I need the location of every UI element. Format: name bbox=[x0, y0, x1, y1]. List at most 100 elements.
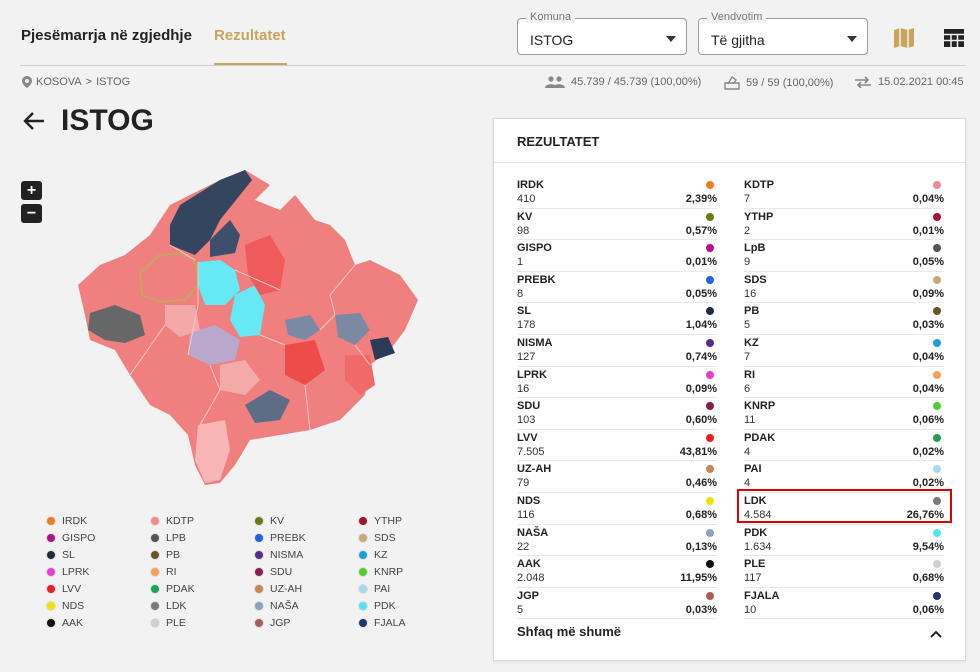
tab-results[interactable]: Rezultatet bbox=[214, 27, 286, 44]
legend-item[interactable]: PAI bbox=[358, 582, 446, 595]
legend-item[interactable]: LPRK bbox=[46, 565, 150, 578]
map-region-southeast[interactable] bbox=[245, 390, 290, 423]
legend-item[interactable]: IRDK bbox=[46, 514, 150, 527]
legend-item[interactable]: FJALA bbox=[358, 616, 446, 629]
map-region-south-light[interactable] bbox=[195, 420, 230, 483]
result-row[interactable]: JGP 5 0,03% bbox=[517, 588, 717, 620]
legend-item[interactable]: PREBK bbox=[254, 531, 358, 544]
legend-item[interactable]: SDU bbox=[254, 565, 358, 578]
show-more-button[interactable]: Shfaq më shumë bbox=[517, 624, 622, 639]
legend-dot bbox=[254, 566, 264, 577]
result-row[interactable]: LVV 7.505 43,81% bbox=[517, 430, 717, 462]
map-region-north-2[interactable] bbox=[210, 220, 240, 257]
komuna-select[interactable]: Komuna ISTOG bbox=[517, 11, 687, 55]
legend-item[interactable]: GISPO bbox=[46, 531, 150, 544]
legend-item[interactable]: NISMA bbox=[254, 548, 358, 561]
legend-item[interactable]: JGP bbox=[254, 616, 358, 629]
legend-item[interactable]: NAŠA bbox=[254, 599, 358, 612]
result-row[interactable]: FJALA 10 0,06% bbox=[744, 588, 944, 620]
map-region-red-3[interactable] bbox=[345, 355, 375, 395]
zoom-in-button[interactable]: + bbox=[21, 181, 42, 200]
result-row[interactable]: KNRP 11 0,06% bbox=[744, 398, 944, 430]
collapse-button[interactable] bbox=[929, 626, 943, 644]
result-row[interactable]: GISPO 1 0,01% bbox=[517, 240, 717, 272]
result-row[interactable]: NDS 116 0,68% bbox=[517, 493, 717, 525]
result-row[interactable]: AAK 2.048 11,95% bbox=[517, 556, 717, 588]
result-row[interactable]: KV 98 0,57% bbox=[517, 209, 717, 241]
legend-item[interactable]: PDK bbox=[358, 599, 446, 612]
legend-item[interactable]: LPB bbox=[150, 531, 254, 544]
map-region-west[interactable] bbox=[88, 305, 145, 343]
zoom-out-button[interactable]: − bbox=[21, 204, 42, 223]
legend-dot bbox=[46, 515, 56, 526]
breadcrumb-separator: > bbox=[85, 76, 93, 88]
legend-item[interactable]: RI bbox=[150, 565, 254, 578]
result-row[interactable]: NISMA 127 0,74% bbox=[517, 335, 717, 367]
map-region-light-1[interactable] bbox=[165, 305, 200, 337]
result-row[interactable]: LpB 9 0,05% bbox=[744, 240, 944, 272]
result-row[interactable]: IRDK 410 2,39% bbox=[517, 177, 717, 209]
kosovo-map[interactable] bbox=[70, 165, 430, 490]
map-region-pdk-1[interactable] bbox=[198, 260, 240, 305]
map-region-east-2[interactable] bbox=[285, 315, 320, 340]
map-region-red-2[interactable] bbox=[285, 340, 325, 385]
vendvotim-select[interactable]: Vendvotim Të gjitha bbox=[698, 11, 868, 55]
result-row[interactable]: LPRK 16 0,09% bbox=[517, 367, 717, 399]
legend-item[interactable]: PB bbox=[150, 548, 254, 561]
party-color-dot bbox=[706, 496, 714, 505]
legend-item[interactable]: AAK bbox=[46, 616, 150, 629]
result-row[interactable]: PDAK 4 0,02% bbox=[744, 430, 944, 462]
legend-item[interactable]: LDK bbox=[150, 599, 254, 612]
result-row[interactable]: LDK 4.584 26,76% bbox=[744, 493, 944, 525]
result-row[interactable]: PREBK 8 0,05% bbox=[517, 272, 717, 304]
legend-item[interactable]: LVV bbox=[46, 582, 150, 595]
back-button[interactable] bbox=[22, 109, 46, 138]
legend-label: KNRP bbox=[374, 565, 404, 578]
result-row[interactable]: PB 5 0,03% bbox=[744, 303, 944, 335]
map-region-east-1[interactable] bbox=[335, 313, 370, 345]
result-row[interactable]: PLE 117 0,68% bbox=[744, 556, 944, 588]
map-region-light-2[interactable] bbox=[220, 360, 260, 395]
result-party-name: NISMA bbox=[517, 336, 553, 349]
table-view-button[interactable] bbox=[940, 24, 968, 52]
map-region-center-lilac[interactable] bbox=[188, 325, 240, 365]
map-region-east-3[interactable] bbox=[370, 337, 395, 360]
result-percent: 11,95% bbox=[680, 572, 717, 585]
map-region-north[interactable] bbox=[170, 170, 252, 255]
result-row[interactable]: PDK 1.634 9,54% bbox=[744, 525, 944, 557]
legend-item[interactable]: SDS bbox=[358, 531, 446, 544]
result-row[interactable]: KZ 7 0,04% bbox=[744, 335, 944, 367]
result-row[interactable]: UZ-AH 79 0,46% bbox=[517, 461, 717, 493]
result-row[interactable]: SDS 16 0,09% bbox=[744, 272, 944, 304]
breadcrumb-country[interactable]: KOSOVA bbox=[36, 76, 82, 88]
map-region-pdk-2[interactable] bbox=[230, 285, 265, 337]
legend-item[interactable]: UZ-AH bbox=[254, 582, 358, 595]
legend-item[interactable]: YTHP bbox=[358, 514, 446, 527]
party-color-dot bbox=[706, 560, 714, 569]
header: Pjesëmarrja në zgjedhje Rezultatet Komun… bbox=[0, 0, 980, 66]
result-row[interactable]: KDTP 7 0,04% bbox=[744, 177, 944, 209]
result-row[interactable]: YTHP 2 0,01% bbox=[744, 209, 944, 241]
legend-item[interactable]: KDTP bbox=[150, 514, 254, 527]
legend-item[interactable]: KV bbox=[254, 514, 358, 527]
party-color-dot bbox=[933, 528, 941, 537]
party-color-dot bbox=[933, 244, 941, 253]
location-pin-icon bbox=[22, 76, 32, 88]
party-color-dot bbox=[933, 402, 941, 411]
result-row[interactable]: SL 178 1,04% bbox=[517, 303, 717, 335]
result-row[interactable]: PAI 4 0,02% bbox=[744, 461, 944, 493]
legend-item[interactable]: SL bbox=[46, 548, 150, 561]
result-row[interactable]: RI 6 0,04% bbox=[744, 367, 944, 399]
legend-item[interactable]: NDS bbox=[46, 599, 150, 612]
map-region-red-1[interactable] bbox=[245, 235, 285, 295]
legend-label: PREBK bbox=[270, 531, 306, 544]
tab-participation[interactable]: Pjesëmarrja në zgjedhje bbox=[21, 27, 192, 44]
legend-item[interactable]: PDAK bbox=[150, 582, 254, 595]
result-row[interactable]: NAŠA 22 0,13% bbox=[517, 525, 717, 557]
legend-item[interactable]: PLE bbox=[150, 616, 254, 629]
map-view-button[interactable] bbox=[890, 24, 918, 52]
legend-item[interactable]: KNRP bbox=[358, 565, 446, 578]
result-row[interactable]: SDU 103 0,60% bbox=[517, 398, 717, 430]
header-divider bbox=[20, 65, 966, 66]
legend-item[interactable]: KZ bbox=[358, 548, 446, 561]
